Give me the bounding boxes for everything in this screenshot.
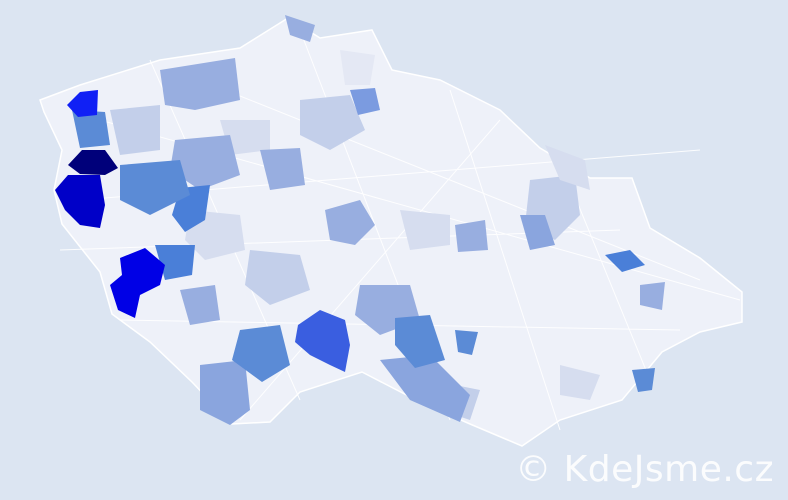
region [300,95,365,150]
region [170,135,240,190]
region [455,330,478,355]
region [67,90,98,117]
region [380,355,470,422]
region [295,310,350,372]
region [285,15,315,42]
region [110,105,160,155]
medium-regions [160,15,665,425]
region [110,248,165,318]
region [160,58,240,110]
region [260,148,305,190]
region [395,315,445,368]
watermark: © KdeJsme.cz [515,449,774,490]
region [605,250,645,272]
region [400,210,450,250]
region [72,110,110,148]
region [155,245,195,280]
region [232,325,290,382]
country-outline [39,17,743,447]
light-regions [110,50,600,420]
region [68,150,118,175]
region [55,175,105,228]
region [200,360,250,425]
region [455,220,488,252]
region [640,282,665,310]
region [120,160,190,215]
region [180,285,220,325]
region [340,50,375,85]
region [245,250,310,305]
region [545,145,590,190]
region [325,200,375,245]
region [520,215,555,250]
region [632,368,655,392]
region [560,365,600,400]
darkest-regions [55,90,165,318]
strong-regions [72,88,655,392]
region [350,88,380,115]
